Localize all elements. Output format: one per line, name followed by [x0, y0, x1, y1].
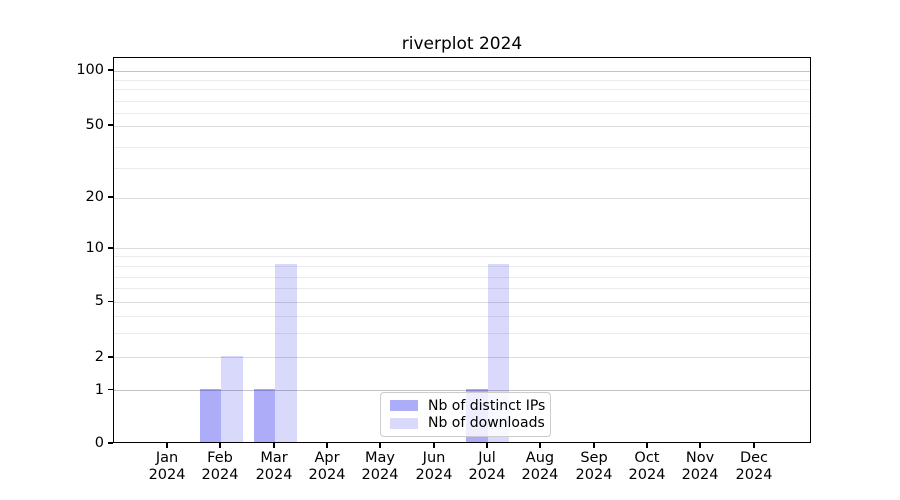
gridline-minor	[114, 315, 810, 317]
gridline-major	[114, 301, 810, 303]
x-tick-year: 2024	[628, 467, 666, 483]
x-tick-mark	[166, 443, 168, 448]
gridline-minor	[114, 333, 810, 335]
gridline-minor	[114, 89, 810, 91]
x-tick-month: Aug	[525, 450, 555, 466]
gridline-minor	[114, 79, 810, 81]
gridline-major	[114, 357, 810, 359]
x-tick-label: Jul 2024	[455, 450, 519, 484]
x-tick-mark	[646, 443, 648, 448]
x-tick-month: Oct	[634, 450, 660, 466]
plot-area: Nb of distinct IPs Nb of downloads	[113, 57, 811, 443]
legend: Nb of distinct IPs Nb of downloads	[380, 392, 551, 437]
x-tick-mark	[379, 443, 381, 448]
bar-nb-of-downloads-mar	[275, 264, 297, 442]
bar-nb-of-distinct-ips-feb	[199, 388, 221, 442]
x-tick-month: Feb	[207, 450, 233, 466]
x-tick-label: Jan 2024	[135, 450, 199, 484]
x-tick-mark	[433, 443, 435, 448]
x-tick-mark	[486, 443, 488, 448]
bar-nb-of-downloads-feb	[221, 356, 243, 442]
legend-row: Nb of downloads	[390, 415, 545, 431]
gridline-major	[114, 248, 810, 250]
legend-swatch	[390, 400, 418, 412]
x-tick-month: Sep	[580, 450, 608, 466]
legend-swatch	[390, 417, 418, 429]
bar-nb-of-distinct-ips-mar	[253, 388, 276, 442]
gridline-minor	[114, 288, 810, 290]
x-tick-month: May	[364, 450, 395, 466]
x-tick-label: Nov 2024	[668, 450, 732, 484]
gridline-minor	[114, 167, 810, 169]
x-tick-month: Jul	[478, 450, 496, 466]
x-tick-year: 2024	[468, 467, 506, 483]
bars-layer	[114, 58, 810, 442]
x-tick-mark	[326, 443, 328, 448]
y-tick-label: 5	[94, 293, 104, 310]
y-tick-mark	[108, 124, 113, 126]
x-tick-year: 2024	[735, 467, 773, 483]
x-tick-label: Mar 2024	[242, 450, 306, 484]
x-tick-year: 2024	[255, 467, 293, 483]
gridline-minor	[114, 146, 810, 148]
x-tick-label: Aug 2024	[508, 450, 572, 484]
gridline-major	[114, 125, 810, 127]
y-tick-label: 2	[94, 348, 104, 365]
gridline-minor	[114, 265, 810, 267]
gridline-major	[114, 70, 810, 72]
gridline-minor	[114, 256, 810, 258]
x-tick-mark	[219, 443, 221, 448]
x-tick-month: Jan	[155, 450, 179, 466]
y-tick-label: 1	[94, 381, 104, 398]
x-tick-year: 2024	[575, 467, 613, 483]
legend-label: Nb of downloads	[428, 415, 545, 432]
gridline-major	[114, 390, 810, 391]
x-tick-year: 2024	[201, 467, 239, 483]
y-tick-mark	[108, 388, 113, 391]
gridline-minor	[114, 112, 810, 114]
y-tick-mark	[108, 69, 113, 71]
x-tick-mark	[593, 443, 595, 448]
x-tick-month: Apr	[314, 450, 340, 466]
x-tick-label: Sep 2024	[562, 450, 626, 484]
x-tick-year: 2024	[148, 467, 186, 483]
x-tick-year: 2024	[521, 467, 559, 483]
y-tick-label: 100	[76, 62, 104, 78]
x-tick-year: 2024	[681, 467, 719, 483]
gridline-minor	[114, 100, 810, 102]
y-tick-mark	[108, 300, 113, 303]
x-tick-mark	[539, 443, 541, 448]
gridline-major	[114, 197, 810, 199]
x-tick-year: 2024	[361, 467, 399, 483]
x-tick-month: Mar	[260, 450, 288, 466]
gridline-minor	[114, 276, 810, 278]
x-tick-label: May 2024	[348, 450, 412, 484]
y-tick-mark	[108, 356, 113, 358]
x-tick-label: Dec 2024	[722, 450, 786, 484]
y-tick-label: 20	[85, 189, 104, 205]
x-tick-mark	[273, 443, 275, 448]
x-tick-mark	[753, 443, 755, 448]
y-tick-mark	[108, 196, 113, 198]
x-tick-year: 2024	[415, 467, 453, 483]
x-tick-label: Oct 2024	[615, 450, 679, 484]
y-tick-label: 50	[85, 117, 104, 133]
y-tick-label: 0	[94, 435, 104, 451]
x-tick-month: Nov	[685, 450, 715, 466]
y-tick-mark	[108, 247, 113, 249]
y-tick-label: 10	[85, 239, 104, 256]
y-tick-mark	[108, 442, 113, 444]
x-tick-mark	[699, 443, 701, 448]
chart-title: riverplot 2024	[401, 34, 523, 54]
x-tick-label: Feb 2024	[188, 450, 252, 484]
x-tick-label: Apr 2024	[295, 450, 359, 484]
x-tick-year: 2024	[308, 467, 346, 483]
gridlines-layer	[114, 58, 810, 442]
x-tick-label: Jun 2024	[402, 450, 466, 484]
x-tick-month: Dec	[739, 450, 768, 466]
legend-label: Nb of distinct IPs	[428, 397, 546, 414]
x-tick-month: Jun	[422, 450, 446, 466]
legend-row: Nb of distinct IPs	[390, 398, 545, 414]
